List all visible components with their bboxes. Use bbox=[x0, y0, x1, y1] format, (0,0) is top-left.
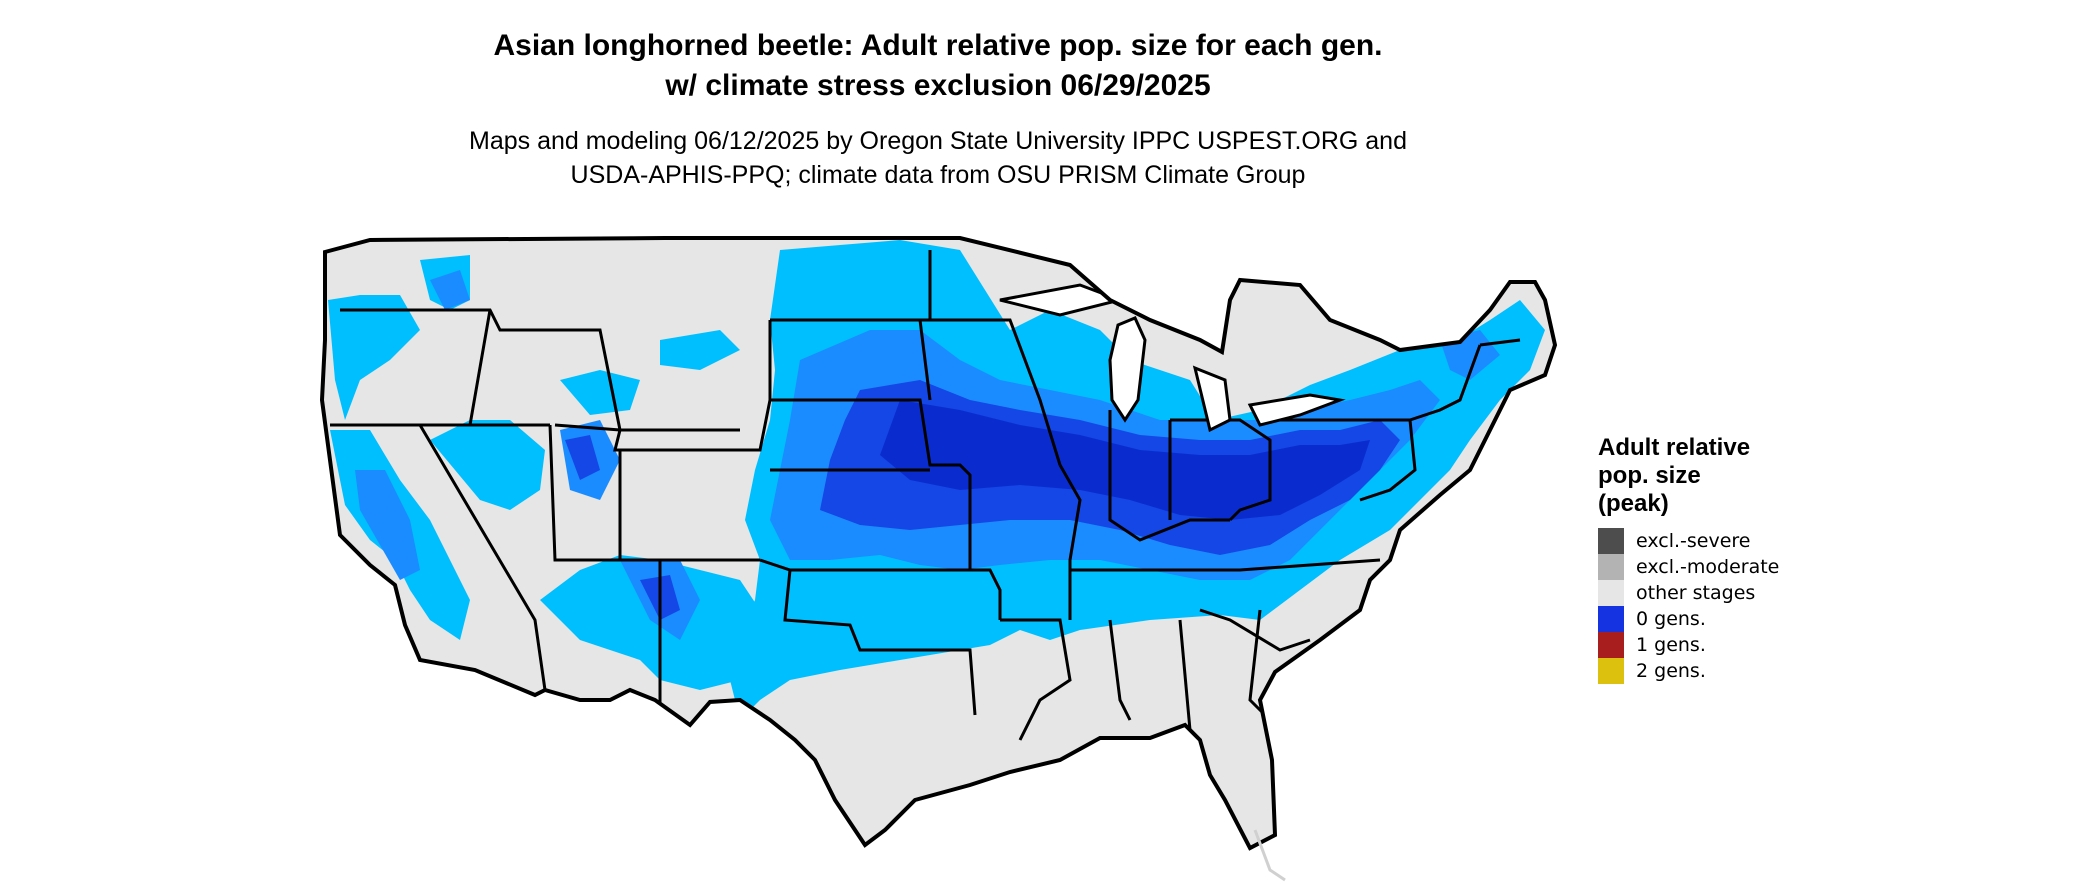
legend-label: other stages bbox=[1636, 582, 1756, 604]
title-line-1: Asian longhorned beetle: Adult relative … bbox=[493, 29, 1383, 62]
legend-items: excl.-severe excl.-moderate other stages 0 … bbox=[1598, 528, 1779, 684]
legend-label: 2 gens. bbox=[1636, 660, 1706, 682]
legend-label: excl.-moderate bbox=[1636, 556, 1780, 578]
legend-swatch bbox=[1598, 554, 1624, 580]
map-title: Asian longhorned beetle: Adult relative … bbox=[0, 26, 1876, 106]
legend-item: 1 gens. bbox=[1598, 632, 1779, 658]
legend-item: excl.-severe bbox=[1598, 528, 1779, 554]
legend-item: 2 gens. bbox=[1598, 658, 1779, 684]
legend-item: excl.-moderate bbox=[1598, 554, 1779, 580]
legend-title-line-2: pop. size bbox=[1598, 462, 1701, 489]
legend-item: 0 gens. bbox=[1598, 606, 1779, 632]
legend-swatch bbox=[1598, 606, 1624, 632]
legend-title: Adult relative pop. size (peak) bbox=[1598, 434, 1779, 518]
legend-label: 1 gens. bbox=[1636, 634, 1706, 656]
subtitle-line-1: Maps and modeling 06/12/2025 by Oregon S… bbox=[469, 127, 1407, 155]
map-subtitle: Maps and modeling 06/12/2025 by Oregon S… bbox=[0, 124, 1876, 192]
legend-item: other stages bbox=[1598, 580, 1779, 606]
subtitle-line-2: USDA-APHIS-PPQ; climate data from OSU PR… bbox=[570, 161, 1306, 189]
great-lakes bbox=[999, 283, 1346, 433]
legend-label: excl.-severe bbox=[1636, 530, 1751, 552]
legend-swatch bbox=[1598, 632, 1624, 658]
state-borders bbox=[330, 250, 1521, 741]
legend-label: 0 gens. bbox=[1636, 608, 1706, 630]
keys-outline bbox=[1253, 829, 1286, 882]
legend-title-line-1: Adult relative bbox=[1598, 434, 1751, 461]
title-line-2: w/ climate stress exclusion 06/29/2025 bbox=[665, 69, 1211, 102]
legend-swatch bbox=[1598, 580, 1624, 606]
legend-swatch bbox=[1598, 658, 1624, 684]
legend: Adult relative pop. size (peak) excl.-se… bbox=[1598, 434, 1779, 684]
legend-title-line-3: (peak) bbox=[1598, 490, 1669, 517]
legend-swatch bbox=[1598, 528, 1624, 554]
region-deep-blue bbox=[880, 400, 1370, 520]
